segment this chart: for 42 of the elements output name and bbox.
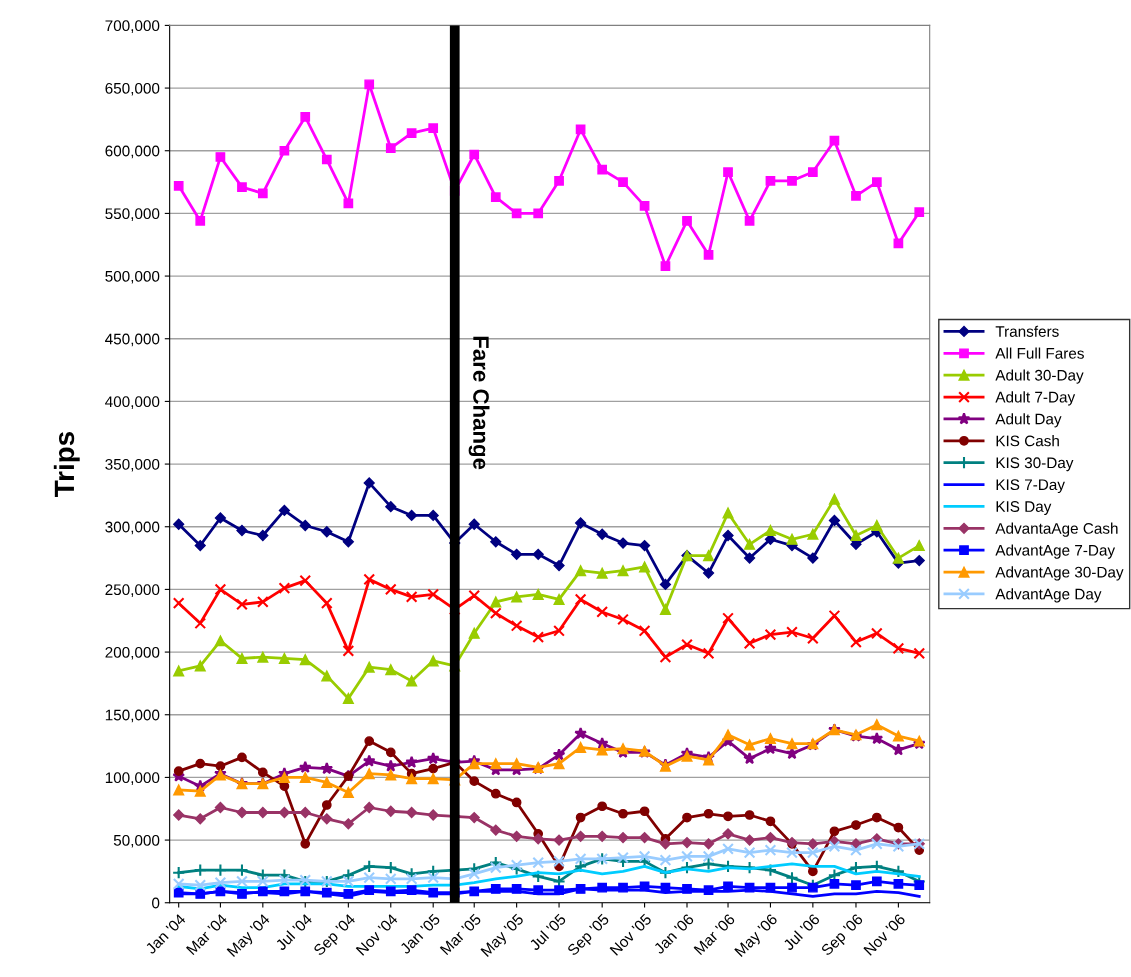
- legend-label: Adult Day: [995, 413, 1062, 428]
- legend-label: Adult 30-Day: [995, 369, 1084, 384]
- x-tick-label: May '05: [480, 913, 527, 960]
- y-tick-label: 350,000: [105, 458, 160, 472]
- legend-label: KIS 30-Day: [996, 457, 1074, 472]
- legend-label: AdvantAge 7-Day: [995, 544, 1116, 559]
- y-tick-label: 200,000: [105, 646, 160, 660]
- y-tick-label: 700,000: [105, 20, 160, 33]
- x-tick-label: Jul '05: [528, 912, 567, 952]
- x-tick-label: Jul '04: [274, 912, 313, 952]
- y-tick-label: 250,000: [105, 584, 160, 597]
- y-tick-label: 600,000: [105, 145, 160, 159]
- y-tick-label: 100,000: [105, 772, 160, 785]
- y-tick-label: 50,000: [113, 834, 160, 848]
- x-tick-label: Jul '06: [782, 912, 821, 952]
- legend-label: KIS Cash: [996, 435, 1059, 447]
- y-tick-label: 450,000: [105, 333, 160, 347]
- x-tick-label: Nov '06: [863, 913, 906, 956]
- y-tick-label: 0: [152, 897, 160, 909]
- y-tick-label: 550,000: [105, 208, 160, 221]
- legend-label: Adult 7-Day: [995, 391, 1076, 406]
- legend-label: AdvantaAge Cash: [995, 522, 1118, 537]
- legend-label: Transfers: [995, 325, 1059, 337]
- y-tick-label: 150,000: [105, 709, 160, 723]
- y-tick-label: 650,000: [105, 82, 160, 96]
- y-axis-title: Trips: [53, 432, 80, 497]
- legend-label: KIS 7-Day: [996, 479, 1065, 494]
- ref-line-label: Fare Change: [468, 336, 490, 470]
- x-tick-label: May '04: [226, 913, 273, 960]
- legend-label: AdvantAge Day: [995, 588, 1102, 603]
- x-tick-label: Jan '06: [652, 913, 695, 955]
- legend-label: All Full Fares: [995, 347, 1084, 359]
- y-tick-label: 500,000: [105, 270, 160, 284]
- x-tick-label: May '06: [734, 913, 781, 960]
- x-tick-label: Nov '04: [355, 913, 399, 956]
- y-tick-label: 400,000: [105, 396, 160, 409]
- x-tick-label: Nov '05: [609, 913, 653, 956]
- y-tick-label: 300,000: [105, 521, 160, 535]
- legend-label: AdvantAge 30-Day: [995, 566, 1124, 581]
- x-tick-label: Jan '04: [144, 913, 187, 955]
- legend-label: KIS Day: [996, 501, 1052, 515]
- x-tick-label: Jan '05: [399, 913, 441, 955]
